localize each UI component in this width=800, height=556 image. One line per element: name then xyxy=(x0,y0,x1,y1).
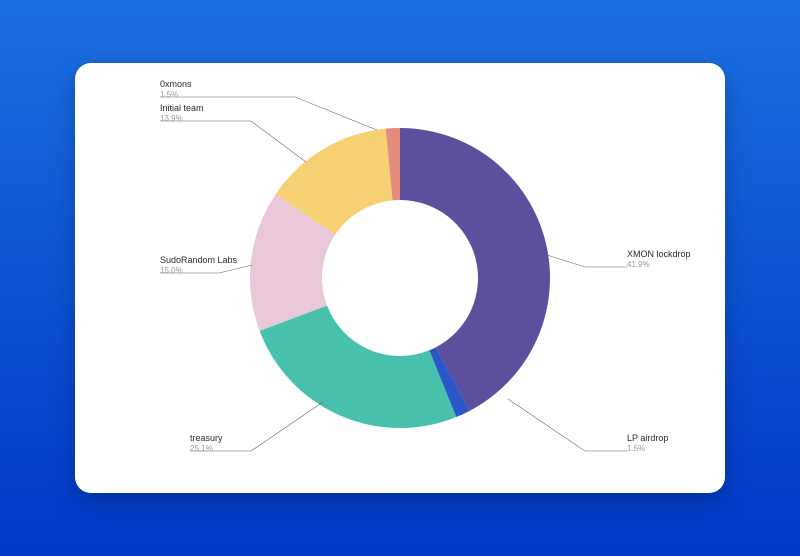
chart-card: XMON lockdrop41.9%LP airdrop1.5%treasury… xyxy=(75,63,725,493)
slice-label: Initial team xyxy=(160,103,204,113)
slice-pct: 1.5% xyxy=(627,444,645,453)
slice-label: treasury xyxy=(190,433,223,443)
slice-pct: 15.0% xyxy=(160,266,183,275)
leader-line xyxy=(547,255,627,267)
donut-chart: XMON lockdrop41.9%LP airdrop1.5%treasury… xyxy=(75,63,725,493)
slice-pct: 1.5% xyxy=(160,90,178,99)
slice-treasury[interactable] xyxy=(260,306,457,428)
slice-label: LP airdrop xyxy=(627,433,668,443)
leader-line xyxy=(508,399,627,451)
slice-label: 0xmons xyxy=(160,79,192,89)
leader-line xyxy=(160,97,377,130)
slice-pct: 13.9% xyxy=(160,114,183,123)
slice-label: SudoRandom Labs xyxy=(160,255,238,265)
slice-pct: 25.1% xyxy=(190,444,213,453)
slice-pct: 41.9% xyxy=(627,260,650,269)
slice-label: XMON lockdrop xyxy=(627,249,691,259)
page-background: XMON lockdrop41.9%LP airdrop1.5%treasury… xyxy=(0,0,800,556)
leader-line xyxy=(160,121,306,162)
